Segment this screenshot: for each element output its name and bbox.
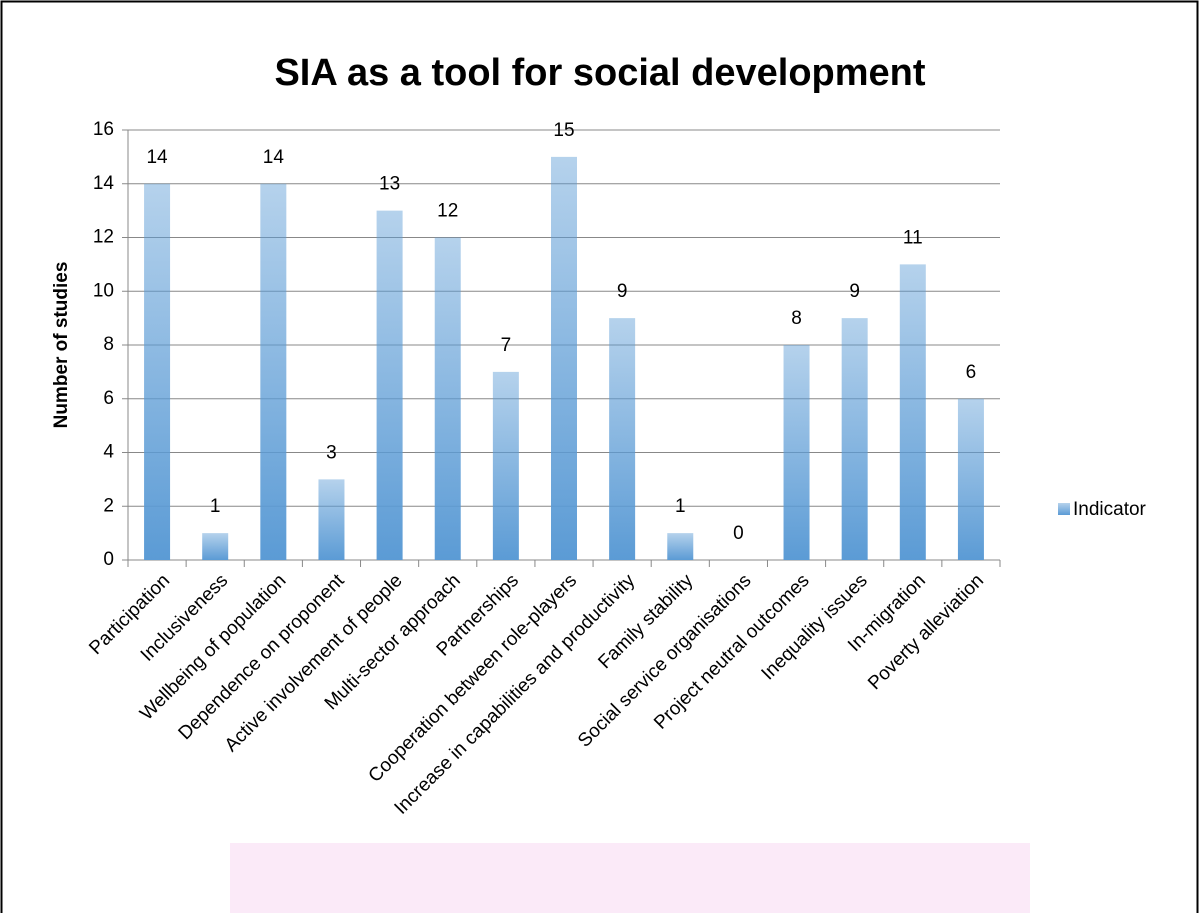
y-tick-label: 8 [103,334,114,355]
bar [434,237,461,560]
data-label: 14 [263,147,285,168]
y-tick-label: 2 [103,495,114,516]
y-tick-label: 14 [93,173,115,194]
y-tick-label: 0 [103,549,114,570]
y-tick-label: 4 [103,442,114,463]
bar [899,264,926,560]
bar [783,345,810,560]
bar [144,183,171,560]
footer-band [230,843,1030,913]
bar [957,398,984,560]
y-axis-label: Number of studies [51,262,72,429]
data-label: 7 [501,335,512,356]
x-tick-label: Inequality issues [758,570,872,684]
data-label: 12 [437,201,458,222]
bar [551,156,577,560]
bar [376,210,403,560]
bar [841,318,868,560]
data-label: 14 [146,147,168,168]
chart-title: SIA as a tool for social development [274,52,925,94]
data-label: 1 [210,496,221,517]
bar [318,479,345,560]
y-tick-label: 16 [93,119,114,140]
data-label: 3 [326,442,337,463]
bar [202,533,229,560]
bar [492,371,519,560]
bar [609,318,636,560]
data-label: 8 [791,308,802,329]
legend-swatch [1058,503,1070,515]
bar [260,183,287,560]
x-tick-label: Cooperation between role-players [365,570,581,786]
data-label: 13 [379,174,400,195]
data-label: 15 [553,120,574,141]
data-label: 0 [733,523,744,544]
data-label: 9 [617,281,628,302]
data-label: 9 [849,281,860,302]
bar [667,533,694,560]
data-label: 1 [675,496,686,517]
y-tick-label: 10 [93,280,114,301]
legend-label: Indicator [1073,499,1147,520]
y-tick-label: 12 [93,227,114,248]
data-label: 6 [966,362,977,383]
y-tick-label: 6 [103,388,114,409]
data-label: 11 [903,227,923,248]
